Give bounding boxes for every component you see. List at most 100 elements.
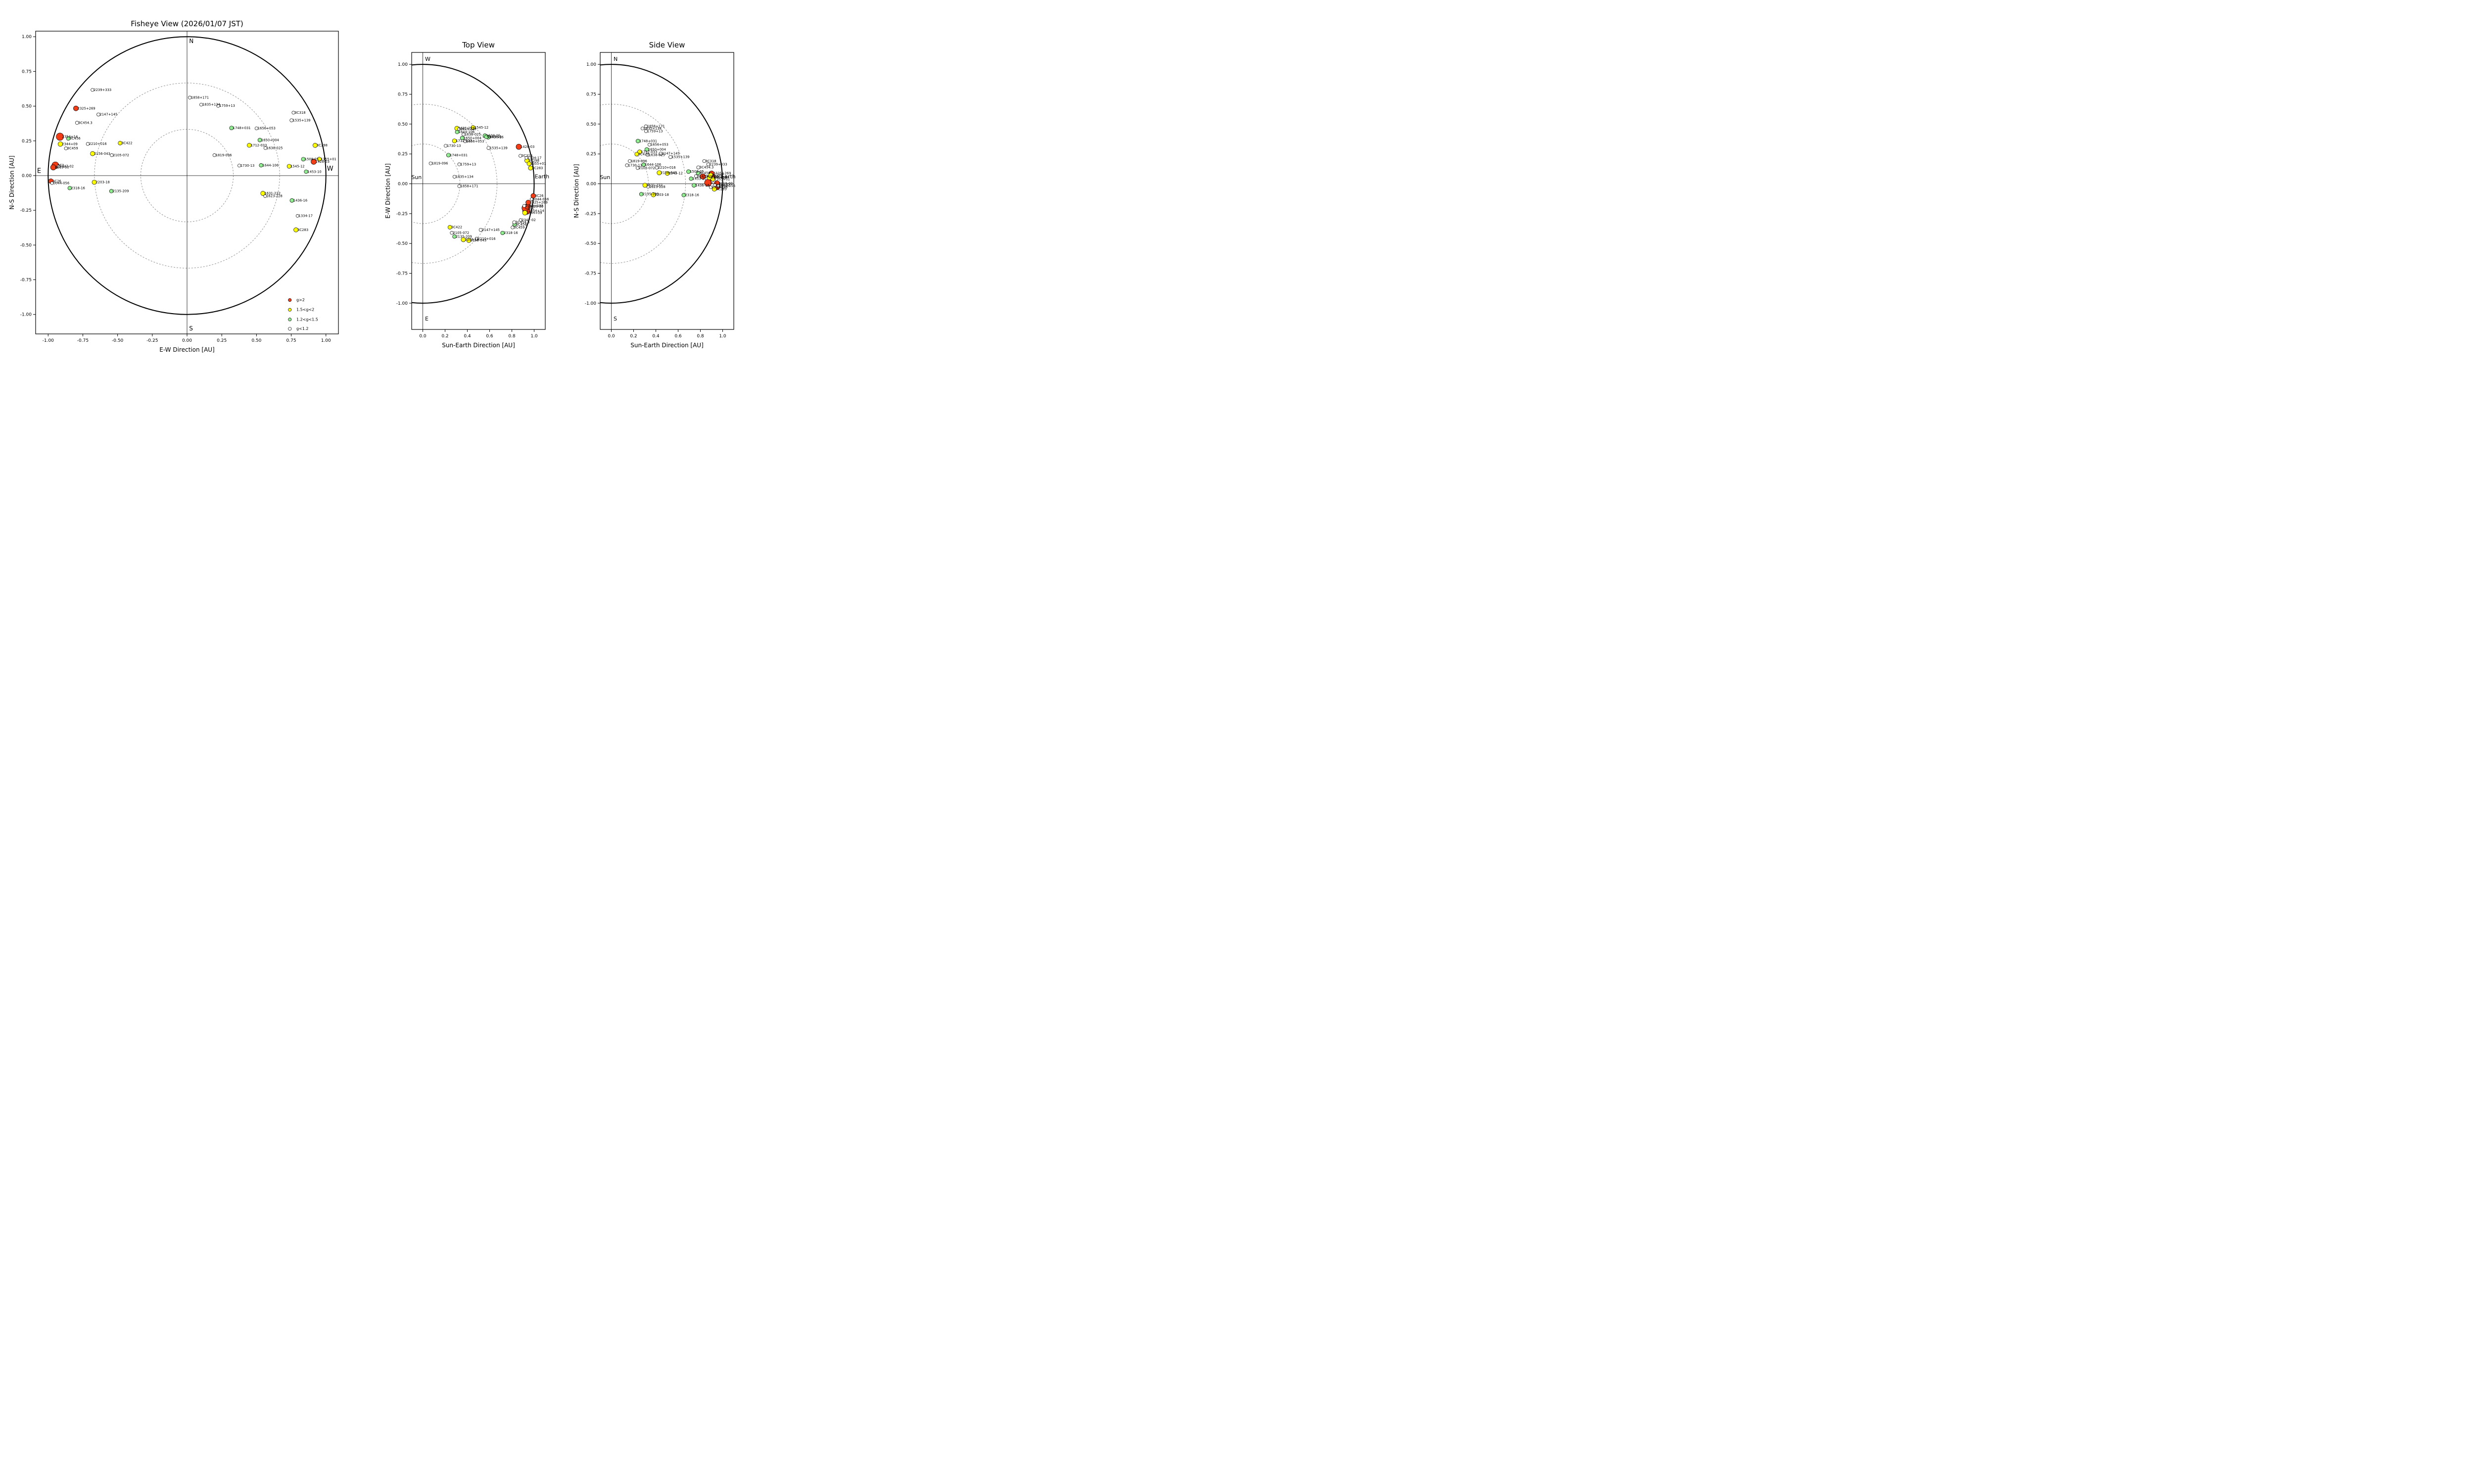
figure-canvas: 2354+14 3C456 2344+09 3C459 2210+016 2156-043…	[0, 0, 742, 371]
x-tick-label: 1.0	[719, 334, 726, 339]
point-label-1436-16: 1436-16	[489, 136, 503, 139]
point-label-2203-18: 2203-18	[655, 193, 669, 197]
point-1644-106	[641, 162, 646, 167]
point-1644-106	[455, 130, 459, 135]
point-label-1436-16: 1436-16	[293, 198, 307, 202]
point-label-3C318: 3C318	[706, 159, 716, 163]
point-3C283	[712, 186, 717, 191]
point-label-2210+016: 2210+016	[478, 237, 496, 241]
point-label-1730-13: 1730-13	[240, 164, 254, 168]
point-label-1650+004: 1650+004	[648, 147, 666, 151]
point-label-1730-13: 1730-13	[447, 144, 461, 148]
point-1508-05	[301, 157, 306, 162]
point-label-1508-05: 1508-05	[305, 157, 319, 161]
point-1712-033	[452, 139, 457, 143]
point-0044-056	[50, 181, 54, 185]
panel-top: 2354+14 3C456 2344+09 3C459 2210+0162156-043…	[384, 41, 549, 349]
point-3C318	[702, 159, 706, 163]
point-label-1819-096: 1819-096	[216, 153, 232, 157]
annotation-s: S	[189, 325, 193, 332]
point-2318-16	[681, 193, 686, 197]
x-axis-label: Sun-Earth Direction [AU]	[442, 342, 515, 349]
y-tick-label: 1.00	[586, 62, 596, 67]
point-0044-056	[529, 197, 533, 201]
point-2347-02	[56, 164, 60, 168]
point-label-1835+134: 1835+134	[456, 175, 474, 179]
point-label-1623-228: 1623-228	[266, 194, 283, 198]
point-label-3C454.3: 3C454.3	[516, 221, 530, 225]
point-0019-00	[50, 164, 56, 171]
point-label-2344+09: 2344+09	[62, 142, 78, 146]
annotation-w: W	[327, 165, 333, 173]
point-3C454.3	[75, 121, 79, 125]
point-2156-043	[90, 151, 95, 156]
point-1428-03	[516, 143, 522, 150]
x-tick-label: -0.50	[112, 338, 124, 343]
point-1759+13	[644, 129, 648, 133]
x-tick-label: 0.4	[652, 334, 660, 339]
point-label-2156-043: 2156-043	[661, 171, 677, 175]
point-label-1631-222: 1631-222	[646, 184, 663, 187]
point-label-1712-033: 1712-033	[456, 139, 472, 143]
point-label-1428-03: 1428-03	[521, 145, 534, 149]
point-2347-02	[713, 184, 717, 187]
point-2105-072	[450, 231, 454, 235]
y-tick-label: -0.25	[396, 212, 408, 217]
point-2105-072	[110, 153, 114, 157]
point-label-2347-02: 2347-02	[522, 218, 535, 222]
point-label-2354+14: 2354+14	[528, 209, 544, 213]
point-label-2156-043: 2156-043	[470, 238, 486, 242]
point-2156-043	[466, 238, 472, 243]
x-tick-label: 0.75	[286, 338, 296, 343]
y-tick-label: -1.00	[396, 301, 408, 306]
point-1545-12	[665, 171, 670, 176]
point-label-1508-05: 1508-05	[486, 134, 500, 138]
point-label-2135-209: 2135-209	[113, 189, 129, 193]
y-tick-label: 0.75	[586, 92, 596, 97]
point-label-3C298: 3C298	[317, 143, 328, 147]
point-3C454.3	[512, 220, 516, 225]
y-tick-label: 0.50	[22, 104, 32, 109]
point-label-1535+139: 1535+139	[490, 146, 508, 150]
point-label-3C454.3: 3C454.3	[78, 121, 93, 125]
point-label-1656+053: 1656+053	[258, 127, 276, 131]
point-1631-222	[260, 191, 266, 196]
point-label-1712-033: 1712-033	[641, 150, 658, 154]
point-1631-222	[642, 183, 648, 188]
point-1650+004	[460, 136, 465, 140]
point-label-3C26: 3C26	[535, 194, 544, 198]
point-label-2347-02: 2347-02	[716, 184, 730, 187]
point-label-2135-209: 2135-209	[643, 192, 659, 196]
point-1650+004	[257, 138, 262, 142]
point-label-1644-106: 1644-106	[459, 130, 475, 134]
point-label-3C459: 3C459	[67, 146, 78, 150]
panel-title-fisheye: Fisheye View (2026/01/07 JST)	[131, 19, 243, 28]
point-label-3C2: 3C2	[527, 206, 534, 210]
plot-area-top	[412, 52, 545, 329]
point-label-3C26: 3C26	[719, 186, 728, 189]
point-label-3C2: 3C2	[710, 181, 716, 185]
point-label-1858+171: 1858+171	[647, 125, 665, 129]
point-2105-072	[636, 166, 640, 170]
x-tick-label: 0.50	[251, 338, 261, 343]
point-2203-18	[92, 180, 97, 185]
point-label-1545-12: 1545-12	[669, 172, 683, 176]
point-1428-03	[700, 173, 706, 180]
x-tick-label: 0.8	[697, 334, 704, 339]
point-label-3C459: 3C459	[697, 174, 708, 178]
point-1535+139	[289, 118, 293, 122]
point-label-1453-10: 1453-10	[692, 177, 706, 181]
point-label-2147+145: 2147+145	[99, 113, 117, 117]
point-label-2239+333: 2239+333	[710, 162, 727, 166]
point-1819-096	[628, 159, 632, 163]
point-label-0019-00: 0019-00	[55, 166, 69, 170]
x-axis-label: E-W Direction [AU]	[159, 346, 215, 353]
point-label-2325+269: 2325+269	[78, 106, 95, 110]
x-tick-label: 0.8	[508, 334, 516, 339]
y-tick-label: -0.50	[20, 243, 32, 248]
point-1858+171	[644, 124, 648, 128]
point-2325+269	[73, 105, 79, 111]
point-label-2344+09: 2344+09	[711, 176, 727, 180]
point-label-1334-17: 1334-17	[712, 186, 726, 189]
point-label-1453-10: 1453-10	[307, 170, 321, 174]
